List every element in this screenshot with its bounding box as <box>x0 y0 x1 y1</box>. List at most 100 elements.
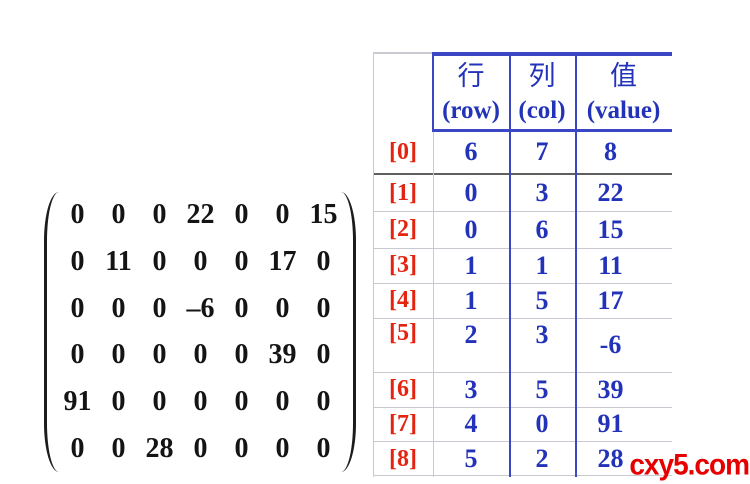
header-value-col: 值 (value) <box>575 52 672 129</box>
col-cell: 0 <box>535 409 549 438</box>
row-separator <box>373 475 672 476</box>
row-separator <box>373 283 672 284</box>
col-value-divider <box>575 52 577 477</box>
header-left-divider <box>432 52 434 132</box>
matrix-cell: 0 <box>152 199 167 231</box>
matrix-cell: 0 <box>275 386 290 418</box>
matrix-cell: 0 <box>234 386 249 418</box>
row-cell: 3 <box>464 374 478 404</box>
matrix-cell: 22 <box>186 199 215 231</box>
matrix-cell: 0 <box>70 246 85 278</box>
header-row-en: (row) <box>442 97 500 124</box>
matrix-cell: 91 <box>63 386 92 418</box>
matrix-cell: 0 <box>111 292 126 324</box>
matrix-cell: 15 <box>309 199 338 231</box>
table-row: [4] 1 5 17 <box>373 283 672 318</box>
matrix-cell: 0 <box>111 339 126 371</box>
row-index-label: [3] <box>389 252 417 278</box>
row-cell: 1 <box>464 285 478 315</box>
matrix-cell: 0 <box>152 386 167 418</box>
col-cell: 3 <box>535 178 549 207</box>
header-corner-cell <box>373 52 433 129</box>
row-cell: 0 <box>464 214 478 244</box>
row-index-label: [2] <box>389 216 417 242</box>
matrix-cell: 0 <box>152 339 167 371</box>
col-cell: 3 <box>535 320 549 349</box>
row-cell: 1 <box>464 250 478 280</box>
matrix-cell: 0 <box>275 432 290 464</box>
matrix-cell: –6 <box>186 292 215 324</box>
matrix-cell: 39 <box>268 339 297 371</box>
table-row: [0] 6 7 8 <box>373 129 672 175</box>
matrix-cell: 0 <box>193 432 208 464</box>
matrix-cell: 0 <box>152 246 167 278</box>
matrix-cell: 0 <box>111 199 126 231</box>
header-value-zh: 值 <box>610 61 637 91</box>
col-cell: 1 <box>535 250 549 280</box>
matrix-cell: 17 <box>268 246 297 278</box>
row-col-divider <box>509 52 511 477</box>
row-separator <box>373 248 672 249</box>
row-separator <box>373 211 672 212</box>
table-row: [2] 0 6 15 <box>373 211 672 248</box>
matrix-cell: 0 <box>111 386 126 418</box>
matrix-cell: 0 <box>316 432 331 464</box>
value-cell: 17 <box>597 285 624 315</box>
matrix-cell: 28 <box>145 432 174 464</box>
table-header-row: 行 (row) 列 (col) 值 (value) <box>373 52 672 129</box>
row-separator <box>373 407 672 408</box>
matrix-cell: 0 <box>70 339 85 371</box>
value-cell: 15 <box>597 214 624 244</box>
matrix-cell: 0 <box>234 246 249 278</box>
matrix-cell: 0 <box>234 292 249 324</box>
row-cell: 5 <box>464 444 478 473</box>
header-col-en: (col) <box>518 97 566 124</box>
row-separator <box>373 318 672 319</box>
row-separator <box>373 441 672 442</box>
col-cell: 6 <box>535 214 549 244</box>
matrix-cell: 0 <box>193 386 208 418</box>
table-top-border <box>433 52 672 56</box>
table-row: [8] 5 2 28 <box>373 441 672 477</box>
row-separator <box>373 372 672 373</box>
row0-separator <box>373 173 672 175</box>
triple-table: 行 (row) 列 (col) 值 (value) [0] 6 7 8 [1] … <box>373 52 672 477</box>
value-cell: 39 <box>597 374 624 404</box>
matrix-grid: 0 0 0 22 0 0 15 0 11 0 0 0 17 0 0 0 0 –6… <box>57 192 344 472</box>
table-row: [1] 0 3 22 <box>373 175 672 211</box>
matrix-cell: 0 <box>193 246 208 278</box>
matrix-cell: 0 <box>70 199 85 231</box>
matrix-cell: 0 <box>316 386 331 418</box>
row-cell: 0 <box>464 178 478 207</box>
row-index-label: [7] <box>389 410 417 437</box>
value-cell: 8 <box>604 137 617 166</box>
matrix-cell: 0 <box>234 339 249 371</box>
matrix-cell: 0 <box>70 432 85 464</box>
col-cell: 5 <box>535 374 549 404</box>
row-cell: 2 <box>464 320 478 349</box>
matrix-cell: 0 <box>234 432 249 464</box>
matrix-right-paren <box>341 192 356 472</box>
header-col-zh: 列 <box>528 61 556 91</box>
matrix-cell: 0 <box>275 292 290 324</box>
matrix-cell: 0 <box>111 432 126 464</box>
value-cell: 11 <box>598 250 623 280</box>
col-cell: 5 <box>535 285 549 315</box>
matrix-cell: 0 <box>234 199 249 231</box>
watermark: cxy5.com <box>629 448 750 481</box>
table-row: [3] 1 1 11 <box>373 248 672 283</box>
table-left-border <box>373 52 374 477</box>
header-row-zh: 行 <box>457 61 485 91</box>
value-cell: 91 <box>597 409 624 438</box>
value-cell: -6 <box>599 330 622 359</box>
matrix-cell: 0 <box>316 246 331 278</box>
label-col-top-border <box>373 52 433 54</box>
row-index-label: [5] <box>389 320 417 346</box>
table-row: [5] 2 3 -6 <box>373 318 672 372</box>
row-index-label: [8] <box>389 445 417 472</box>
table-row: [7] 4 0 91 <box>373 407 672 441</box>
matrix-cell: 11 <box>105 246 132 278</box>
row-index-label: [1] <box>389 179 417 206</box>
row-cell: 6 <box>464 137 478 166</box>
